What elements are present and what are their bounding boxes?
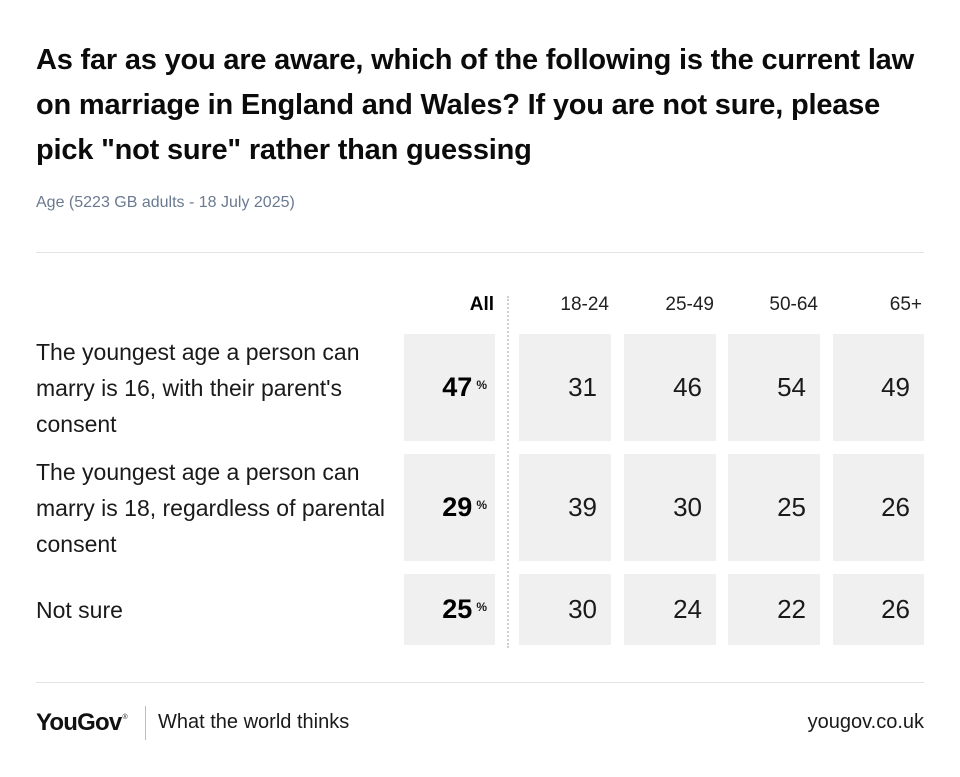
value-label: 31 (568, 372, 597, 402)
all-value-cell: 29% (404, 454, 495, 561)
value-label: 26 (881, 594, 910, 624)
row-label: The youngest age a person can marry is 1… (36, 338, 360, 437)
row-label: The youngest age a person can marry is 1… (36, 458, 385, 557)
age-value-cell: 26 (833, 574, 924, 645)
value-label: 49 (881, 372, 910, 402)
column-header-25-49: 25-49 (665, 294, 714, 315)
value-label: 54 (777, 372, 806, 402)
footer-url: yougov.co.uk (807, 711, 924, 733)
percent-sign: % (476, 599, 487, 614)
value-label: 46 (673, 372, 702, 402)
footer-tagline: What the world thinks (158, 711, 350, 733)
age-value-cell: 30 (519, 574, 611, 645)
percent-sign: % (476, 497, 487, 512)
percent-sign: % (476, 377, 487, 392)
all-value-cell: 47% (404, 334, 495, 441)
age-value-cell: 31 (519, 334, 611, 441)
yougov-logo: YouGov ® (36, 706, 128, 740)
value-label: 30 (673, 492, 702, 522)
chart-subtitle: Age (5223 GB adults - 18 July 2025) (36, 194, 295, 211)
age-value-cell: 54 (728, 334, 820, 441)
row-label: Not sure (36, 596, 123, 623)
age-value-cell: 22 (728, 574, 820, 645)
all-column-divider (507, 296, 509, 648)
value-label: 29 (442, 492, 473, 522)
all-value-cell: 25% (404, 574, 495, 645)
age-value-cell: 49 (833, 334, 924, 441)
top-divider (36, 252, 924, 253)
bottom-divider (36, 682, 924, 683)
footer-separator (145, 706, 146, 740)
column-header-18-24: 18-24 (560, 294, 609, 315)
value-label: 24 (673, 594, 702, 624)
age-value-cell: 30 (624, 454, 716, 561)
chart-title: As far as you are aware, which of the fo… (36, 44, 914, 166)
value-label: 22 (777, 594, 806, 624)
column-header-65: 65+ (889, 294, 922, 315)
value-label: 47 (442, 372, 473, 402)
age-value-cell: 26 (833, 454, 924, 561)
age-value-cell: 25 (728, 454, 820, 561)
logo-text: YouGov (36, 709, 122, 736)
age-value-cell: 46 (624, 334, 716, 441)
value-label: 25 (442, 594, 473, 624)
column-header-50-64: 50-64 (769, 294, 818, 315)
age-value-cell: 39 (519, 454, 611, 561)
age-value-cell: 24 (624, 574, 716, 645)
value-label: 30 (568, 594, 597, 624)
column-header-all: All (469, 294, 494, 315)
value-label: 25 (777, 492, 806, 522)
value-label: 39 (568, 492, 597, 522)
registered-mark: ® (122, 713, 127, 721)
value-label: 26 (881, 492, 910, 522)
